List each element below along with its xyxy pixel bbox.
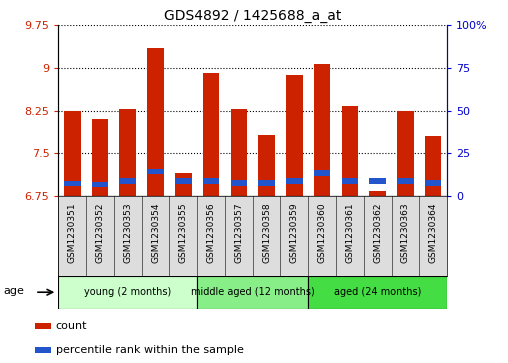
- Bar: [92, 119, 108, 196]
- Text: GSM1230361: GSM1230361: [345, 203, 355, 263]
- Bar: [35, 323, 51, 329]
- Bar: [35, 347, 51, 353]
- Bar: [175, 173, 192, 196]
- Text: GSM1230353: GSM1230353: [123, 203, 132, 263]
- Text: GSM1230352: GSM1230352: [96, 203, 105, 263]
- Text: GSM1230355: GSM1230355: [179, 203, 188, 263]
- Text: young (2 months): young (2 months): [84, 287, 171, 297]
- Bar: [425, 136, 441, 196]
- Text: GSM1230359: GSM1230359: [290, 203, 299, 263]
- Bar: [369, 191, 386, 196]
- Bar: [397, 178, 414, 184]
- Bar: [314, 64, 330, 196]
- Bar: [203, 73, 219, 196]
- Text: count: count: [56, 321, 87, 331]
- Bar: [369, 178, 386, 184]
- Text: GSM1230362: GSM1230362: [373, 203, 382, 263]
- Bar: [397, 111, 414, 196]
- Bar: [203, 178, 219, 184]
- Text: GSM1230354: GSM1230354: [151, 203, 160, 263]
- Bar: [231, 180, 247, 186]
- Text: GSM1230363: GSM1230363: [401, 203, 410, 263]
- Text: GSM1230357: GSM1230357: [234, 203, 243, 263]
- Bar: [92, 182, 108, 187]
- Bar: [425, 180, 441, 186]
- Text: GSM1230364: GSM1230364: [429, 203, 438, 263]
- Text: GSM1230358: GSM1230358: [262, 203, 271, 263]
- Bar: [341, 178, 358, 184]
- Bar: [258, 180, 275, 186]
- Bar: [147, 169, 164, 174]
- Bar: [64, 181, 81, 186]
- Bar: [175, 178, 192, 184]
- Title: GDS4892 / 1425688_a_at: GDS4892 / 1425688_a_at: [164, 9, 341, 23]
- Text: GSM1230360: GSM1230360: [318, 203, 327, 263]
- Bar: [58, 276, 197, 309]
- Bar: [308, 276, 447, 309]
- Bar: [314, 171, 330, 176]
- Bar: [231, 109, 247, 196]
- Text: GSM1230356: GSM1230356: [207, 203, 215, 263]
- Bar: [286, 75, 303, 196]
- Text: middle aged (12 months): middle aged (12 months): [191, 287, 314, 297]
- Bar: [286, 178, 303, 184]
- Bar: [64, 111, 81, 196]
- Bar: [119, 178, 136, 184]
- Bar: [119, 109, 136, 196]
- Text: age: age: [3, 286, 24, 295]
- Bar: [197, 276, 308, 309]
- Text: percentile rank within the sample: percentile rank within the sample: [56, 345, 244, 355]
- Bar: [258, 135, 275, 196]
- Text: aged (24 months): aged (24 months): [334, 287, 421, 297]
- Bar: [341, 106, 358, 196]
- Bar: [147, 48, 164, 196]
- Text: GSM1230351: GSM1230351: [68, 203, 77, 263]
